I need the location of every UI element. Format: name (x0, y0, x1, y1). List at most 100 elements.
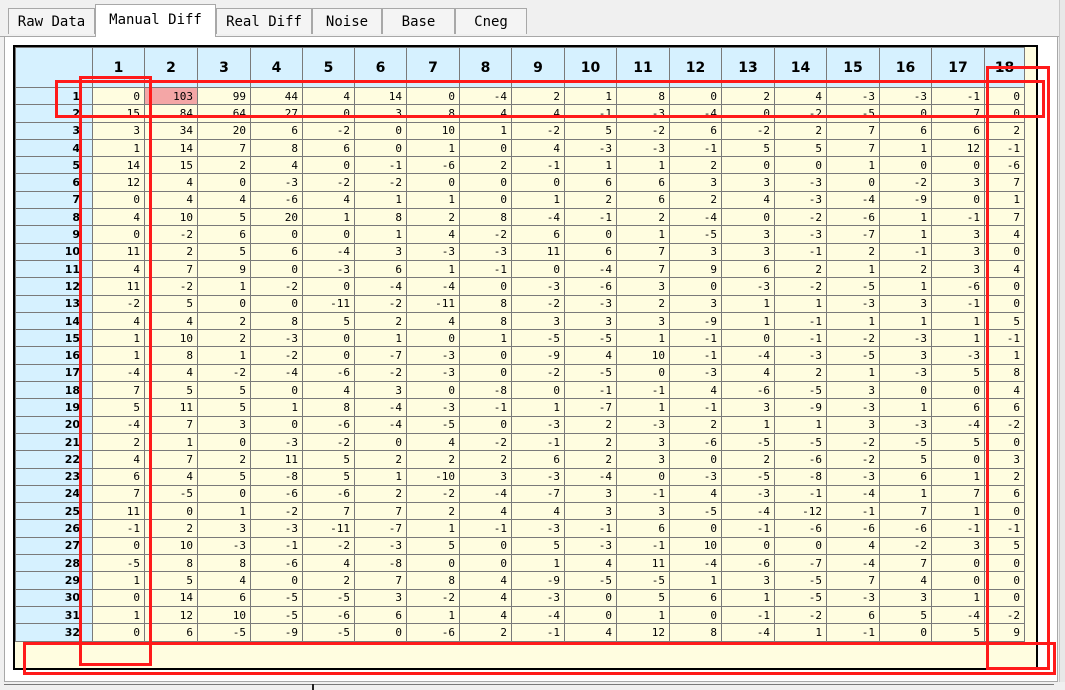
table-cell[interactable]: -3 (406, 346, 460, 365)
table-cell[interactable]: 7 (984, 173, 1025, 192)
table-cell[interactable]: 0 (92, 225, 145, 244)
table-cell[interactable]: 4 (721, 190, 775, 210)
row-header-22[interactable]: 22 (15, 450, 93, 469)
table-cell[interactable]: -1 (669, 329, 722, 348)
table-cell[interactable]: 0 (92, 190, 145, 210)
table-cell[interactable]: 6 (354, 259, 407, 279)
column-header-17[interactable]: 17 (931, 47, 985, 88)
table-cell[interactable]: -2 (826, 329, 880, 348)
table-cell[interactable]: 6 (826, 605, 880, 625)
table-cell[interactable]: -3 (406, 398, 460, 417)
table-cell[interactable]: -2 (144, 277, 198, 296)
table-cell[interactable]: -1 (931, 519, 985, 538)
table-cell[interactable]: 0 (302, 346, 355, 365)
row-header-21[interactable]: 21 (15, 432, 93, 452)
table-cell[interactable]: -3 (511, 519, 565, 538)
column-header-2[interactable]: 2 (144, 47, 198, 88)
row-header-8[interactable]: 8 (15, 208, 93, 227)
table-cell[interactable]: 4 (774, 86, 827, 106)
row-header-32[interactable]: 32 (15, 623, 93, 642)
table-cell[interactable]: -1 (511, 156, 565, 175)
table-cell[interactable]: -11 (302, 519, 355, 538)
table-cell[interactable]: -2 (302, 121, 355, 140)
table-cell[interactable]: 2 (197, 450, 251, 469)
table-cell[interactable]: -4 (721, 502, 775, 521)
table-cell[interactable]: 0 (931, 156, 985, 175)
table-cell[interactable]: -5 (302, 623, 355, 642)
row-header-1[interactable]: 1 (15, 86, 93, 106)
table-cell[interactable]: 6 (92, 467, 145, 486)
table-cell[interactable]: -1 (616, 381, 670, 400)
table-cell[interactable]: -4 (92, 363, 145, 383)
row-header-4[interactable]: 4 (15, 138, 93, 158)
table-cell[interactable]: 4 (92, 311, 145, 331)
table-cell[interactable]: 1 (564, 156, 617, 175)
table-cell[interactable]: 1 (721, 294, 775, 313)
table-cell[interactable]: -2 (511, 294, 565, 313)
table-cell[interactable]: 14 (354, 86, 407, 106)
table-cell[interactable]: 9 (984, 623, 1025, 642)
table-cell[interactable]: 1 (826, 156, 880, 175)
table-cell[interactable]: 8 (459, 208, 512, 227)
table-cell[interactable]: -5 (197, 623, 251, 642)
table-cell[interactable]: -6 (302, 363, 355, 383)
table-cell[interactable]: 8 (616, 86, 670, 106)
table-cell[interactable]: 64 (197, 104, 251, 123)
table-cell[interactable]: -4 (721, 623, 775, 642)
table-cell[interactable]: -1 (354, 156, 407, 175)
table-cell[interactable]: -5 (879, 432, 932, 452)
row-header-31[interactable]: 31 (15, 605, 93, 625)
table-cell[interactable]: 1 (406, 138, 460, 158)
table-cell[interactable]: -1 (774, 484, 827, 504)
table-cell[interactable]: 5 (879, 605, 932, 625)
table-cell[interactable]: 6 (302, 138, 355, 158)
tab-noise[interactable]: Noise (312, 8, 382, 34)
table-cell[interactable]: 2 (144, 519, 198, 538)
table-cell[interactable]: 6 (197, 225, 251, 244)
table-cell[interactable]: 5 (144, 571, 198, 590)
table-cell[interactable]: 3 (879, 294, 932, 313)
table-cell[interactable]: -1 (774, 329, 827, 348)
table-cell[interactable]: 0 (984, 554, 1025, 573)
table-cell[interactable]: 1 (826, 363, 880, 383)
table-cell[interactable]: 1 (826, 259, 880, 279)
column-header-14[interactable]: 14 (774, 47, 827, 88)
table-cell[interactable]: 1 (774, 294, 827, 313)
table-cell[interactable]: 0 (250, 259, 303, 279)
table-cell[interactable]: 1 (879, 277, 932, 296)
table-cell[interactable]: 8 (302, 398, 355, 417)
table-cell[interactable]: -3 (511, 277, 565, 296)
table-cell[interactable]: 0 (984, 294, 1025, 313)
table-cell[interactable]: 7 (826, 571, 880, 590)
table-cell[interactable]: -1 (564, 381, 617, 400)
table-cell[interactable]: 6 (144, 623, 198, 642)
table-cell[interactable]: 0 (459, 536, 512, 556)
table-cell[interactable]: 1 (92, 605, 145, 625)
table-cell[interactable]: -4 (669, 208, 722, 227)
table-cell[interactable]: -3 (511, 415, 565, 434)
table-cell[interactable]: 6 (879, 121, 932, 140)
table-cell[interactable]: 0 (459, 363, 512, 383)
row-header-19[interactable]: 19 (15, 398, 93, 417)
table-cell[interactable]: 4 (459, 588, 512, 607)
table-cell[interactable]: -4 (826, 190, 880, 210)
table-cell[interactable]: -5 (616, 571, 670, 590)
table-cell[interactable]: 0 (669, 519, 722, 538)
table-cell[interactable]: 0 (92, 86, 145, 106)
table-cell[interactable]: 0 (459, 190, 512, 210)
table-cell[interactable]: 8 (354, 208, 407, 227)
table-cell[interactable]: -2 (721, 121, 775, 140)
table-cell[interactable]: 0 (669, 605, 722, 625)
table-cell[interactable]: 1 (511, 554, 565, 573)
table-cell[interactable]: 4 (511, 502, 565, 521)
table-cell[interactable]: 1 (616, 156, 670, 175)
table-cell[interactable]: 4 (511, 104, 565, 123)
table-cell[interactable]: 2 (406, 208, 460, 227)
table-cell[interactable]: -9 (879, 190, 932, 210)
column-header-6[interactable]: 6 (354, 47, 407, 88)
table-cell[interactable]: 4 (250, 156, 303, 175)
table-cell[interactable]: 1 (354, 190, 407, 210)
table-cell[interactable]: 0 (616, 467, 670, 486)
table-cell[interactable]: 7 (931, 484, 985, 504)
table-cell[interactable]: 2 (197, 311, 251, 331)
